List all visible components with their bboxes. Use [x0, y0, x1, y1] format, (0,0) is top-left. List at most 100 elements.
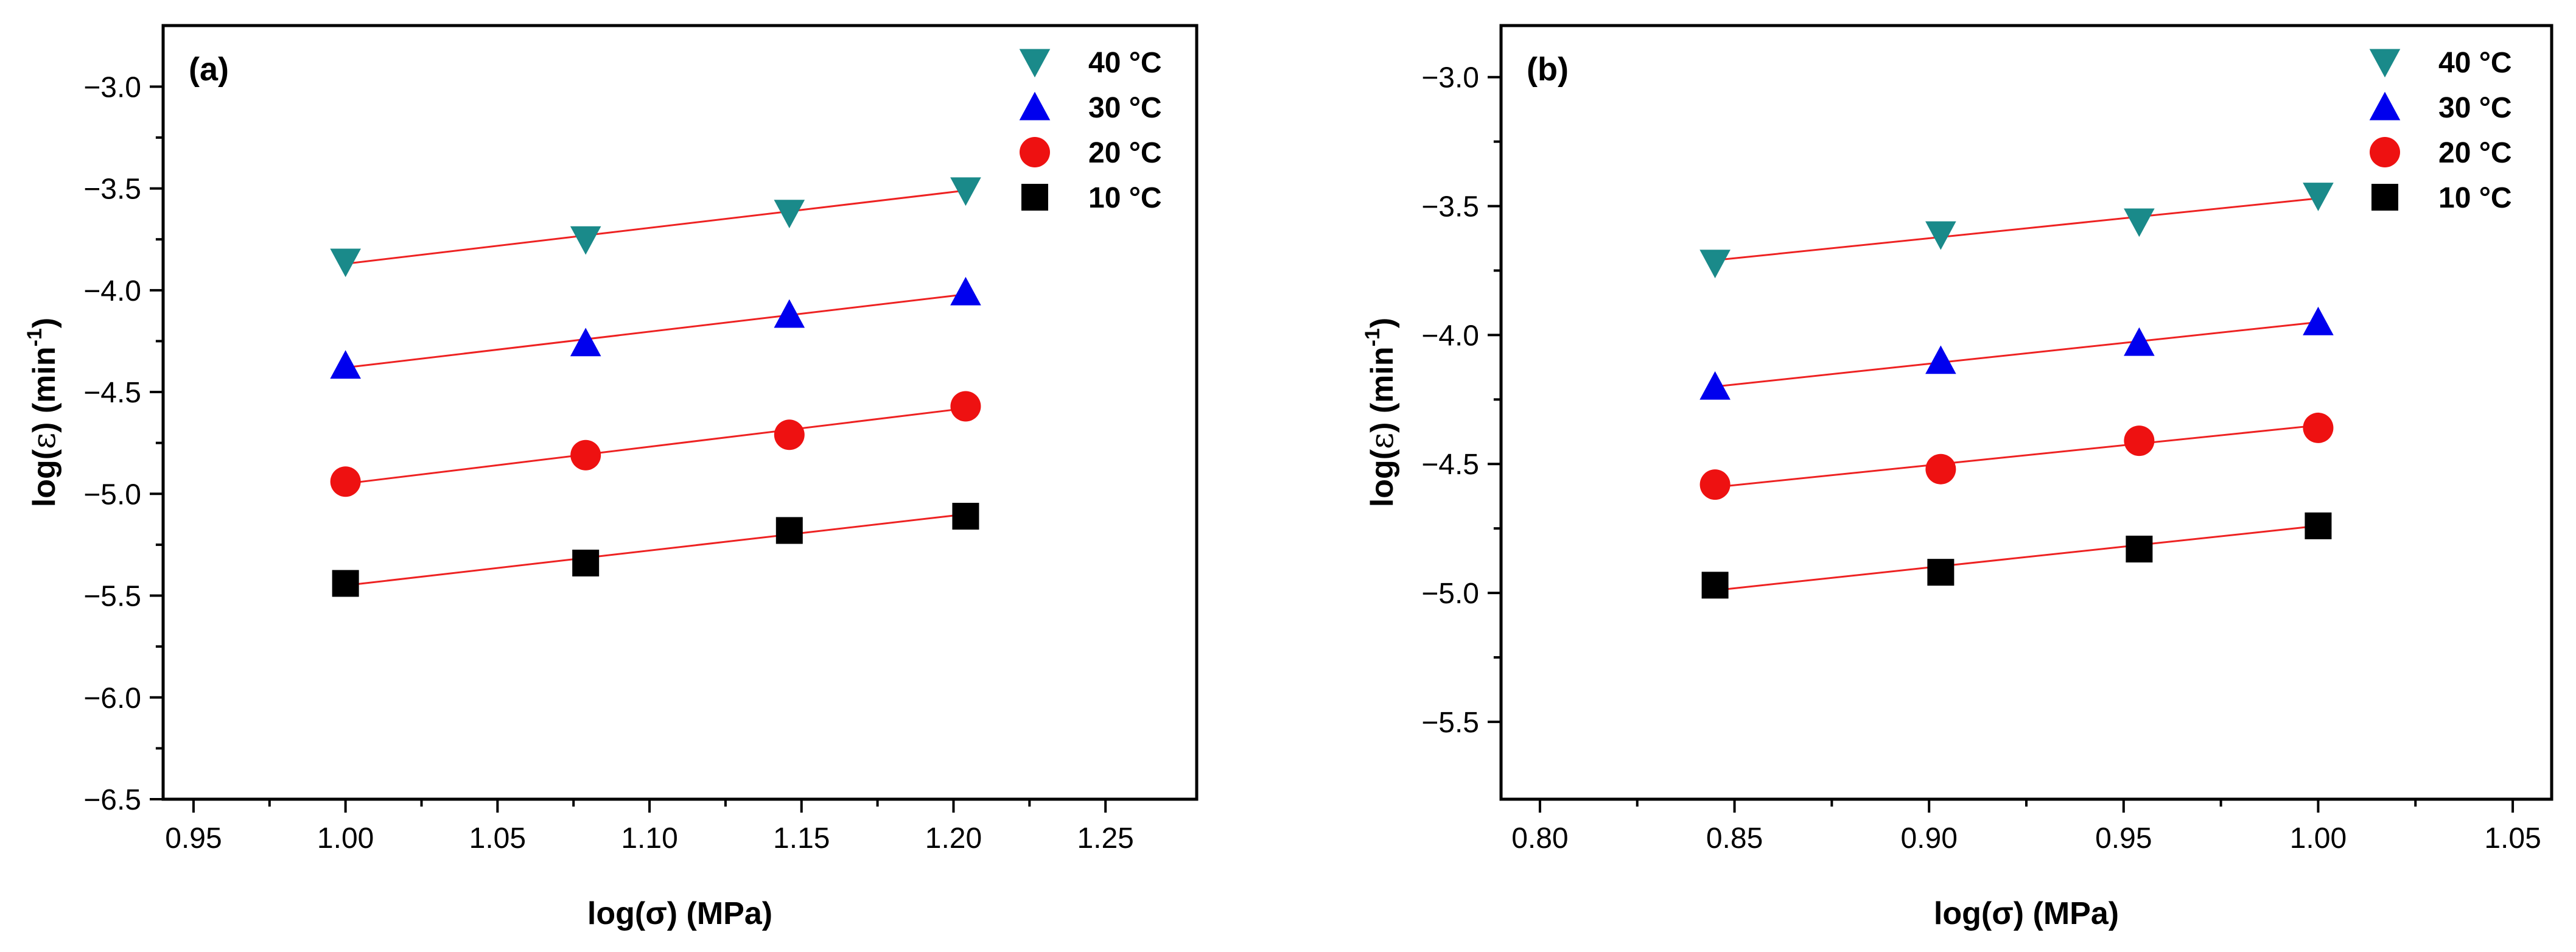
data-point [1699, 469, 1731, 500]
data-point [2303, 306, 2334, 335]
y-title-close: ) [27, 318, 62, 328]
y-tick-label: −6.0 [83, 682, 141, 715]
x-tick-label: 0.85 [1706, 822, 1763, 855]
data-point [2303, 412, 2334, 443]
legend-label: 10 °C [2438, 182, 2512, 214]
series-2 [330, 391, 981, 497]
y-title-superscript: -1 [1361, 328, 1384, 346]
fit-line [345, 293, 966, 369]
legend: 40 °C 30 °C 20 °C 10 °C [2369, 47, 2512, 214]
y-tick-label: −6.5 [83, 784, 141, 816]
data-point [570, 327, 601, 357]
x-tick-label: 1.00 [2290, 822, 2347, 855]
fit-line [345, 189, 966, 265]
fit-line [345, 513, 966, 587]
y-tick-label: −5.5 [1421, 707, 1479, 739]
y-axis-title: log(ε) (min-1) [23, 318, 63, 507]
legend-marker [2369, 49, 2401, 78]
plot-frame [161, 24, 1199, 801]
legend: 40 °C 30 °C 20 °C 10 °C [1019, 47, 1162, 214]
series-1 [1699, 306, 2334, 400]
x-axis-title: log(σ) (MPa) [1934, 896, 2119, 931]
fit-line [345, 407, 966, 485]
y-title-units: ) (min [27, 346, 62, 433]
data-point [332, 570, 359, 597]
data-point [1701, 572, 1729, 599]
legend-marker [2371, 184, 2398, 211]
legend-label: 20 °C [2438, 137, 2512, 169]
fit-line [1715, 525, 2319, 592]
y-tick-label: −3.0 [1421, 62, 1479, 94]
y-tick-label: −5.5 [83, 581, 141, 613]
legend-label: 30 °C [1088, 92, 1162, 124]
x-tick-label: 1.20 [925, 822, 982, 855]
legend-label: 10 °C [1088, 182, 1162, 214]
legend-marker [2370, 137, 2400, 167]
y-tick-label: −3.0 [83, 71, 141, 103]
panel-label: (a) [189, 51, 229, 88]
data-point [774, 299, 805, 328]
y-tick-label: −3.5 [83, 173, 141, 206]
legend-marker [1019, 49, 1051, 78]
series-3 [332, 503, 979, 597]
data-point [775, 517, 803, 544]
panel-label: (b) [1527, 51, 1569, 88]
fit-line [1715, 197, 2319, 262]
y-title-superscript: -1 [23, 328, 46, 346]
data-point [2305, 512, 2332, 539]
data-point [2124, 327, 2155, 356]
legend-label: 40 °C [1088, 47, 1162, 79]
x-tick-label: 1.15 [773, 822, 830, 855]
legend-marker [2369, 91, 2401, 121]
data-point [1925, 345, 1956, 374]
y-tick-label: −4.0 [83, 275, 141, 307]
x-tick-label: 1.00 [317, 822, 374, 855]
x-tick-label: 1.25 [1077, 822, 1133, 855]
y-tick-label: −4.5 [1421, 449, 1479, 481]
legend-marker [1019, 91, 1051, 121]
data-point [1927, 559, 1955, 586]
data-point [774, 200, 805, 229]
x-tick-label: 0.95 [165, 822, 222, 855]
y-title-log: log( [27, 449, 62, 507]
legend-marker [1021, 184, 1048, 211]
data-point [330, 466, 361, 497]
data-point [950, 391, 981, 422]
x-tick-label: 0.95 [2095, 822, 2152, 855]
series-0 [330, 177, 981, 278]
data-point [950, 177, 981, 206]
data-point [570, 226, 601, 255]
data-point [572, 550, 600, 577]
data-point [2124, 425, 2155, 457]
y-title-close: ) [1365, 318, 1400, 328]
data-point [774, 419, 805, 450]
y-title-strain-rate: ε [26, 433, 63, 449]
y-tick-label: −4.0 [1421, 320, 1479, 352]
data-point [1925, 221, 1956, 250]
data-point [330, 350, 361, 379]
x-tick-label: 1.05 [469, 822, 526, 855]
y-tick-label: −3.5 [1421, 191, 1479, 223]
y-title-log: log( [1365, 449, 1400, 507]
data-point [952, 503, 979, 530]
fit-line [1715, 321, 2319, 388]
panel-a: 0.95 1.00 1.05 1.10 1.15 1.20 1.25 −6.5 −6.0 −5.5… [23, 24, 1199, 931]
data-point [330, 248, 361, 278]
data-point [2303, 183, 2334, 211]
data-point [950, 276, 981, 306]
x-tick-label: 1.10 [621, 822, 677, 855]
y-title-strain-rate: ε [1364, 433, 1401, 449]
y-tick-label: −5.0 [83, 478, 141, 511]
data-point [2124, 208, 2155, 237]
data-point [1925, 453, 1956, 485]
legend-label: 20 °C [1088, 137, 1162, 169]
series-2 [1699, 412, 2334, 500]
x-tick-label: 0.80 [1511, 822, 1568, 855]
y-axis-title: log(ε) (min-1) [1361, 318, 1401, 507]
y-tick-label: −4.5 [83, 377, 141, 409]
y-title-units: ) (min [1365, 346, 1400, 433]
data-point [570, 439, 601, 471]
x-axis-title: log(σ) (MPa) [587, 896, 772, 931]
legend-marker [1020, 137, 1050, 167]
